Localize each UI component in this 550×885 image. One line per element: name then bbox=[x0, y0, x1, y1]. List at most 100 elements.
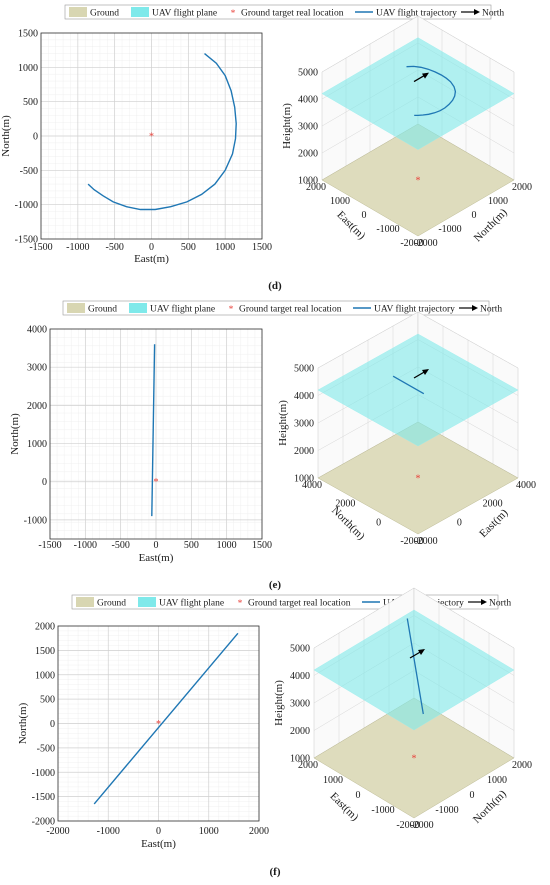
base-y-tick-label: 0 bbox=[457, 517, 462, 528]
north-arrowhead-3d bbox=[422, 72, 429, 79]
base-x-tick-label: 2000 bbox=[335, 499, 355, 510]
legend: Ground UAV flight plane * Ground target rea… bbox=[62, 300, 502, 316]
panel-f: Ground UAV flight plane * Ground target rea… bbox=[17, 587, 532, 878]
z-tick-label: 4000 bbox=[298, 95, 318, 106]
north-arrowhead-3d bbox=[418, 649, 425, 655]
panel-label: (e) bbox=[269, 579, 282, 591]
y-tick-label: 2000 bbox=[27, 401, 47, 412]
z-tick-label: 1000 bbox=[294, 474, 314, 485]
z-axis-label: Height(m) bbox=[277, 400, 289, 446]
base-y-axis-label: North(m) bbox=[471, 788, 509, 826]
y-axis-label: North(m) bbox=[0, 115, 12, 157]
base-x-tick-label: 1000 bbox=[323, 775, 343, 786]
legend-plane-label: UAV flight plane bbox=[150, 304, 215, 315]
legend-box bbox=[62, 300, 490, 316]
z-tick-label: 1000 bbox=[290, 754, 310, 765]
x-tick-label: 1000 bbox=[217, 540, 237, 551]
base-y-tick-label: 2000 bbox=[483, 499, 503, 510]
x-tick-label: -1000 bbox=[66, 242, 89, 253]
x-tick-label: -1500 bbox=[38, 540, 61, 551]
x-tick-label: 1500 bbox=[252, 540, 272, 551]
3d-view: 10002000300040005000Height(m)*200010000-… bbox=[281, 15, 532, 249]
legend-plane-swatch bbox=[129, 303, 147, 313]
legend-trajectory-label: UAV flight trajectory bbox=[376, 8, 457, 19]
z-gridline bbox=[321, 15, 515, 73]
y-tick-label: -1000 bbox=[15, 200, 38, 211]
y-tick-label: -1000 bbox=[24, 515, 47, 526]
x-axis-label: East(m) bbox=[134, 253, 169, 265]
x-tick-label: 1000 bbox=[215, 242, 235, 253]
legend-ground-label: Ground bbox=[97, 599, 126, 609]
legend-ground-label: Ground bbox=[88, 305, 117, 315]
legend-plane-label: UAV flight plane bbox=[152, 8, 217, 19]
base-x-tick-label: 0 bbox=[356, 790, 361, 801]
legend-target-label: Ground target real location bbox=[248, 599, 351, 609]
z-tick-label: 4000 bbox=[294, 391, 314, 402]
legend-ground-swatch bbox=[76, 597, 94, 607]
z-tick-label: 2000 bbox=[294, 446, 314, 457]
y-tick-label: 1500 bbox=[18, 29, 38, 40]
legend-target-marker: * bbox=[231, 9, 236, 19]
x-tick-label: -2000 bbox=[46, 826, 69, 837]
trajectory-line-3d bbox=[392, 375, 425, 395]
legend-target-label: Ground target real location bbox=[241, 9, 344, 19]
trajectory-line bbox=[151, 344, 156, 517]
panel-label: (f) bbox=[270, 866, 281, 878]
ground-target-marker-3d: * bbox=[416, 176, 421, 187]
legend-north-arrowhead bbox=[474, 9, 480, 15]
y-axis-label: North(m) bbox=[17, 702, 29, 744]
x-tick-label: -500 bbox=[105, 242, 123, 253]
y-tick-label: 0 bbox=[50, 719, 55, 730]
x-tick-label: 500 bbox=[181, 242, 196, 253]
y-tick-label: 1000 bbox=[27, 439, 47, 450]
trajectory-line bbox=[93, 632, 239, 805]
ground-target-marker: * bbox=[156, 719, 161, 730]
3d-view: 1000 2000 3000 4000 5000 Height(m) * 4000 2000 0 -… bbox=[277, 311, 536, 547]
y-tick-label: 3000 bbox=[27, 363, 47, 374]
base-y-tick-label: 0 bbox=[472, 210, 477, 221]
y-tick-label: -1500 bbox=[32, 792, 55, 803]
base-x-tick-label: 0 bbox=[362, 210, 367, 221]
x-tick-label: 0 bbox=[154, 540, 159, 551]
base-y-tick-label: 0 bbox=[470, 790, 475, 801]
x-axis-label: East(m) bbox=[139, 552, 174, 564]
y-tick-label: -1000 bbox=[32, 768, 55, 779]
z-tick-label: 1000 bbox=[298, 176, 318, 187]
y-tick-label: -1500 bbox=[15, 235, 38, 246]
y-tick-label: 1000 bbox=[35, 670, 55, 681]
base-x-tick-label: 1000 bbox=[330, 196, 350, 207]
x-tick-label: 1500 bbox=[252, 242, 272, 253]
x-tick-label: 1000 bbox=[199, 826, 219, 837]
base-y-tick-label: 2000 bbox=[512, 182, 532, 193]
legend-north-arrowhead bbox=[481, 599, 487, 605]
base-y-tick-label: -1000 bbox=[438, 224, 461, 235]
ground-plane bbox=[313, 697, 515, 819]
y-tick-label: 1000 bbox=[18, 63, 38, 74]
flight-plane bbox=[321, 37, 515, 150]
trajectory-line bbox=[87, 53, 237, 211]
y-tick-label: 4000 bbox=[27, 325, 47, 336]
x-tick-label: 2000 bbox=[249, 826, 269, 837]
legend-north-label: North bbox=[482, 9, 504, 19]
legend-trajectory-label: UAV flight trajectory bbox=[374, 304, 455, 315]
top-view-plot: -1500 -1000 -500 0 500 1000 1500 -1000 0 1000 2000… bbox=[9, 325, 272, 565]
base-y-tick-label: 2000 bbox=[512, 760, 532, 771]
panel-label: (d) bbox=[268, 280, 282, 292]
base-y-tick-label: -2000 bbox=[414, 536, 437, 547]
ground-plane bbox=[317, 421, 519, 535]
z-tick-label: 5000 bbox=[294, 364, 314, 375]
base-y-axis-label: East(m) bbox=[477, 507, 510, 540]
legend-ground-swatch bbox=[69, 7, 87, 17]
legend-north-label: North bbox=[489, 599, 511, 609]
legend-plane-swatch bbox=[138, 597, 156, 607]
base-x-axis-label: North(m) bbox=[329, 505, 367, 543]
y-tick-label: -500 bbox=[20, 166, 38, 177]
legend-plane-swatch bbox=[131, 7, 149, 17]
legend-north-arrowhead bbox=[472, 305, 478, 311]
base-y-axis-label: North(m) bbox=[472, 206, 510, 244]
ground-target-marker-3d: * bbox=[416, 474, 421, 485]
plot-frame bbox=[57, 625, 260, 822]
z-tick-label: 3000 bbox=[290, 699, 310, 710]
y-tick-label: 500 bbox=[23, 97, 38, 108]
